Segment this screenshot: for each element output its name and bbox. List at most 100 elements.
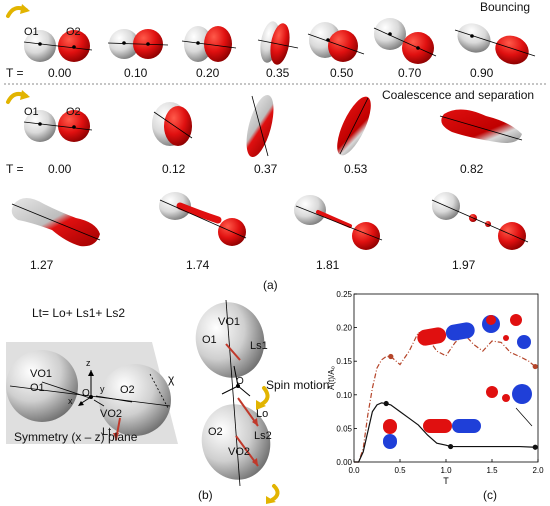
inset-droplet: [486, 386, 498, 398]
o1-label: O1: [24, 26, 39, 38]
label-vo2-right: VO2: [228, 446, 251, 458]
label-vo2: VO2: [100, 408, 123, 420]
bouncing-frame-2: [181, 26, 237, 62]
caption-b: (b): [198, 488, 213, 502]
label-o1: O1: [30, 382, 45, 394]
time-label: 1.81: [316, 258, 340, 272]
caption-a: (a): [263, 278, 278, 292]
droplet-left-1: [6, 350, 78, 422]
time-label: 0.00: [48, 66, 72, 80]
time-label: 0.37: [254, 162, 278, 176]
axis-y: y: [100, 384, 105, 394]
coalescence-frame-2: [246, 94, 274, 158]
inset-droplet-pair: [383, 419, 397, 449]
x-tick-label: 0.5: [394, 466, 406, 475]
label-lo: Lo: [256, 408, 269, 420]
inset-droplet: [517, 335, 531, 349]
o1-label: O1: [24, 106, 39, 118]
time-label: 0.82: [460, 162, 484, 176]
label-chi: χ: [168, 372, 175, 386]
label-o-right: O: [236, 376, 244, 387]
spin-arrow-icon: [270, 484, 280, 502]
inset-droplet-pair: [417, 322, 475, 346]
panel-a-drawing: [4, 4, 546, 250]
time-label: 0.35: [266, 66, 290, 80]
series-marker-1: [532, 444, 538, 450]
series-marker-0: [388, 353, 394, 360]
bouncing-frame-4: [307, 22, 365, 62]
x-axis-label: T: [443, 476, 449, 486]
y-tick-label: 0.10: [336, 391, 352, 400]
axis-x: x: [68, 396, 73, 406]
time-label: 0.50: [330, 66, 354, 80]
label-o2-right: O2: [208, 426, 223, 438]
y-tick-label: 0.15: [336, 357, 352, 366]
coalescence-frame-8: [431, 192, 529, 250]
coalescence-frame-6: [159, 192, 247, 246]
time-label: 0.90: [470, 66, 494, 80]
droplet-left-2: [99, 364, 171, 436]
panel-b-drawing: [6, 299, 318, 504]
inset-droplet: [486, 315, 496, 325]
area-ratio-chart: 0.00 0.05 0.10 0.15 0.20 0.25 0.0 0.5 1.0 1.5 2.0 T…: [328, 290, 544, 486]
bouncing-frame-0: [23, 30, 93, 62]
coalescence-frame-7: [294, 195, 383, 250]
label-vo1: VO1: [30, 368, 53, 380]
time-label: 0.12: [162, 162, 186, 176]
label-o: O: [82, 388, 90, 399]
caption-c: (c): [483, 488, 497, 502]
series-marker-0: [532, 363, 538, 370]
time-label: 0.70: [398, 66, 422, 80]
time-prefix: T =: [6, 162, 24, 176]
coalescence-frame-4: [439, 109, 523, 143]
y-tick-label: 0.00: [336, 458, 352, 467]
y-tick-label: 0.25: [336, 290, 352, 299]
x-tick-label: 2.0: [532, 466, 544, 475]
y-tick-label: 0.05: [336, 424, 352, 433]
coalescence-title: Coalescence and separation: [382, 88, 535, 102]
angular-momentum-equation: Lt= Lo+ Ls1+ Ls2: [32, 306, 126, 320]
spin-motion-label: Spin motion: [266, 378, 330, 392]
o2-label: O2: [66, 26, 81, 38]
y-tick-label: 0.20: [336, 324, 352, 333]
y-axis-label: A(t)/A₀: [328, 366, 336, 390]
bouncing-title: Bouncing: [480, 0, 531, 14]
inset-droplet: [503, 335, 509, 341]
label-o2: O2: [120, 384, 135, 396]
coalescence-frame-0: [23, 110, 93, 142]
inset-droplet: [512, 384, 532, 404]
inset-droplet: [502, 394, 510, 402]
o2-label: O2: [66, 106, 81, 118]
label-vo1-right: VO1: [218, 316, 241, 328]
spin-arrow-icon: [260, 386, 270, 406]
inset-droplet-pair: [423, 419, 481, 433]
time-prefix: T =: [6, 66, 24, 80]
series-marker-1: [383, 400, 389, 407]
bouncing-frame-6: [454, 23, 536, 65]
x-tick-label: 0.0: [348, 466, 360, 475]
time-label: 0.10: [124, 66, 148, 80]
axis-z: z: [86, 358, 91, 368]
label-ls1: Ls1: [250, 340, 268, 352]
label-ls2: Ls2: [254, 430, 272, 442]
bouncing-frame-3: [257, 21, 299, 65]
bouncing-frame-1: [107, 29, 169, 59]
coalescence-frame-5: [11, 198, 101, 247]
series-marker-1: [448, 443, 454, 450]
time-label: 0.53: [344, 162, 368, 176]
time-label: 0.20: [196, 66, 220, 80]
series-line-1: [354, 402, 536, 463]
coalescence-frame-3: [337, 96, 371, 156]
label-o1-right: O1: [202, 334, 217, 346]
symmetry-plane-label: Symmetry (x – z) plane: [14, 430, 138, 444]
inset-droplet: [510, 314, 522, 326]
time-label: 1.27: [30, 258, 54, 272]
x-tick-label: 1.0: [440, 466, 452, 475]
x-tick-label: 1.5: [486, 466, 498, 475]
inset-pointer: [515, 407, 533, 427]
label-lt: Lt: [102, 426, 112, 438]
time-label: 0.00: [48, 162, 72, 176]
time-label: 1.97: [452, 258, 476, 272]
coalescence-frame-1: [152, 102, 193, 146]
